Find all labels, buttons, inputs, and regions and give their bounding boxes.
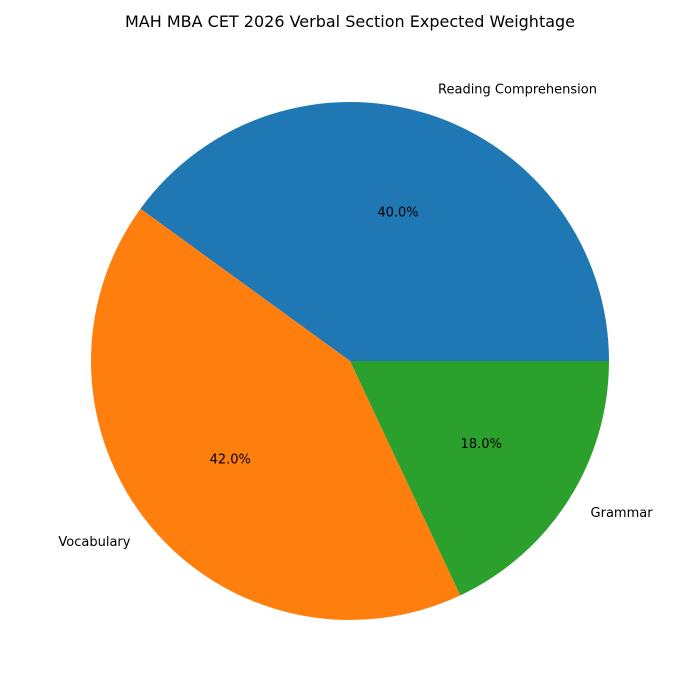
pie-slice-reading-comprehension xyxy=(140,102,609,362)
slice-label-reading-comprehension: Reading Comprehension xyxy=(438,83,597,98)
chart-title: MAH MBA CET 2026 Verbal Section Expected… xyxy=(124,12,576,31)
pie-labels: Reading Comprehension 40.0% Vocabulary 42.0… xyxy=(58,83,653,551)
slice-percent-grammar: 18.0% xyxy=(461,437,502,452)
slice-label-grammar: Grammar xyxy=(591,506,654,521)
slice-percent-reading-comprehension: 40.0% xyxy=(377,206,418,221)
slice-percent-vocabulary: 42.0% xyxy=(210,453,251,468)
pie-slice-grammar xyxy=(350,361,609,596)
pie-slices xyxy=(90,102,609,621)
pie-slice-vocabulary xyxy=(90,208,461,621)
slice-label-vocabulary: Vocabulary xyxy=(58,535,130,550)
